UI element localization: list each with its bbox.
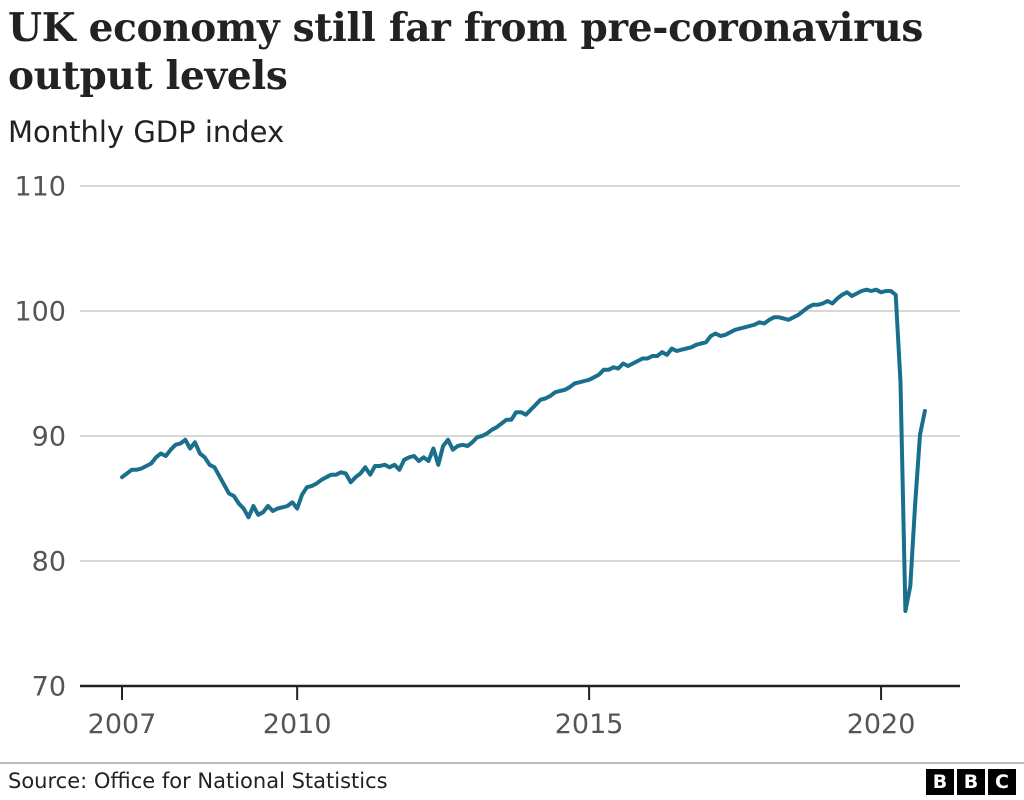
x-tick-label: 2015 xyxy=(555,709,624,740)
y-tick-label: 100 xyxy=(14,297,66,328)
series-layer xyxy=(120,287,927,613)
gdp-line-chart: 70 80 90 100 110 2007 2010 2015 2020 xyxy=(14,172,960,740)
x-tick-label: 2007 xyxy=(88,709,157,740)
gdp-index-series-line xyxy=(120,287,927,613)
gridlines xyxy=(80,185,960,688)
y-axis-tick-labels: 70 80 90 100 110 xyxy=(14,172,66,703)
chart-title: UK economy still far from pre-coronaviru… xyxy=(8,5,924,99)
x-axis-ticks: 2007 2010 2015 2020 xyxy=(88,686,916,740)
y-tick-label: 90 xyxy=(32,422,66,453)
y-tick-label: 80 xyxy=(32,547,66,578)
source-note: Source: Office for National Statistics xyxy=(8,769,388,793)
y-tick-label: 110 xyxy=(14,172,66,203)
bbc-logo-letter: B xyxy=(926,769,954,795)
x-tick-label: 2020 xyxy=(847,709,916,740)
x-tick-label: 2010 xyxy=(263,709,332,740)
footer-divider xyxy=(0,762,1024,764)
bbc-logo-letter: B xyxy=(957,769,985,795)
y-tick-label: 70 xyxy=(32,672,66,703)
chart-subtitle: Monthly GDP index xyxy=(8,115,285,149)
bbc-logo-letter: C xyxy=(988,769,1016,795)
bbc-logo: B B C xyxy=(926,769,1016,795)
